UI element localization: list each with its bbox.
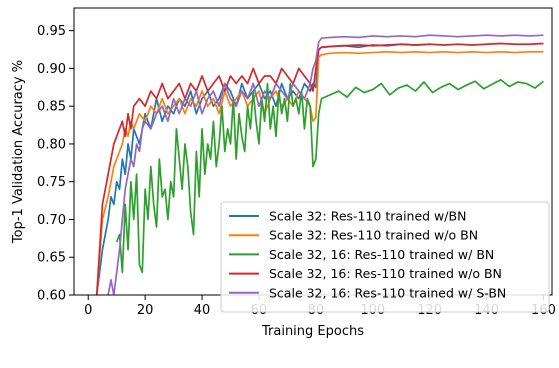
y-axis: 0.60 0.65 0.70 0.75 0.80 0.85 0.90 0.95	[37, 24, 74, 304]
y-tick-label: 0.95	[37, 24, 66, 39]
series-layer	[95, 34, 544, 295]
y-tick-label: 0.80	[37, 137, 66, 152]
legend-box	[220, 201, 550, 313]
series-line-4	[95, 42, 544, 295]
y-tick-label: 0.75	[37, 175, 66, 190]
y-tick-label: 0.65	[37, 251, 66, 266]
series-line-5	[107, 34, 544, 295]
y-tick-label: 0.70	[37, 213, 66, 228]
y-tick-label: 0.90	[37, 62, 66, 77]
legend-label: Scale 32: Res-110 trained w/o BN	[269, 228, 478, 243]
x-tick-label: 20	[137, 303, 154, 318]
y-tick-label: 0.60	[37, 289, 66, 304]
x-tick-label: 0	[84, 303, 92, 318]
series-line-3	[115, 78, 544, 274]
x-axis-label: Training Epochs	[261, 324, 364, 339]
legend-label: Scale 32: Res-110 trained w/BN	[269, 209, 466, 224]
legend-label: Scale 32, 16: Res-110 trained w/o BN	[269, 266, 502, 281]
legend-label: Scale 32, 16: Res-110 trained w/ S-BN	[269, 285, 506, 300]
x-tick-label: 40	[194, 303, 211, 318]
y-tick-label: 0.85	[37, 100, 66, 115]
legend: Scale 32: Res-110 trained w/BN Scale 32: …	[220, 201, 550, 313]
legend-label: Scale 32, 16: Res-110 trained w/ BN	[269, 247, 494, 262]
y-axis-label: Top-1 Validation Accuracy %	[11, 60, 26, 244]
